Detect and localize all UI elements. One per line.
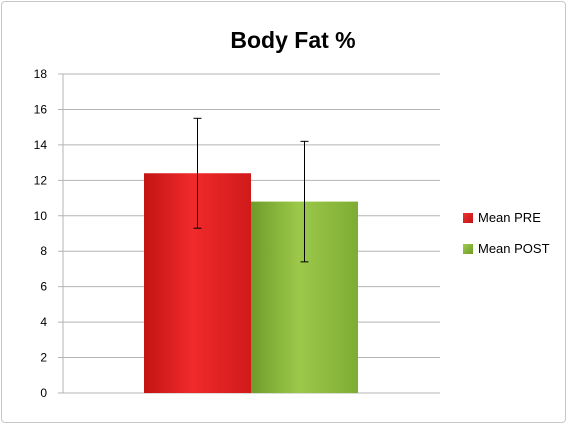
y-tick-label: 2 (40, 351, 47, 365)
y-tick-label: 4 (40, 315, 47, 329)
y-tick-label: 0 (40, 386, 47, 400)
legend-label-1: Mean POST (478, 241, 550, 256)
chart-title: Body Fat % (230, 27, 355, 53)
y-tick-label: 14 (34, 138, 48, 152)
y-axis-tick-labels: 0 2 4 6 8 10 12 14 16 18 (34, 67, 48, 400)
gridlines (58, 73, 440, 394)
y-tick-label: 18 (34, 67, 48, 81)
error-bars (193, 117, 309, 263)
legend-label-0: Mean PRE (478, 210, 541, 225)
y-tick-label: 12 (34, 173, 48, 187)
y-tick-label: 8 (40, 244, 47, 258)
y-tick-label: 6 (40, 280, 47, 294)
y-tick-label: 10 (34, 209, 48, 223)
legend-swatch-0 (463, 213, 473, 223)
legend-swatch-1 (463, 244, 473, 254)
y-tick-label: 16 (34, 102, 48, 116)
legend: Mean PRE Mean POST (463, 210, 550, 256)
bars (144, 173, 358, 393)
